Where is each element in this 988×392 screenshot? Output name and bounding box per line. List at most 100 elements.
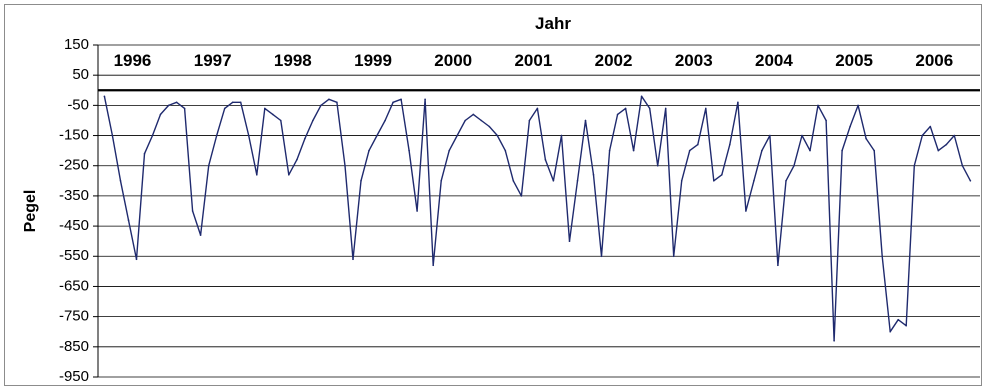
- y-tick-label: -850: [59, 338, 89, 355]
- x-year-label: 2006: [915, 51, 953, 70]
- data-point: [753, 180, 755, 182]
- y-tick-label: -550: [59, 247, 89, 264]
- data-point: [504, 149, 507, 152]
- data-point: [817, 104, 819, 107]
- data-point: [921, 134, 924, 137]
- data-point: [793, 164, 795, 167]
- data-point: [480, 119, 483, 122]
- data-point: [680, 180, 683, 182]
- data-point: [440, 180, 443, 182]
- data-point: [223, 107, 226, 110]
- data-point: [183, 107, 186, 110]
- data-point: [849, 125, 851, 128]
- y-tick-label: -350: [59, 187, 89, 204]
- data-point: [721, 174, 723, 176]
- x-year-label: 2004: [755, 51, 793, 70]
- data-point: [312, 119, 314, 122]
- y-tick-label: -650: [59, 277, 89, 294]
- data-point: [408, 149, 410, 152]
- data-point: [151, 134, 154, 137]
- x-year-label: 1999: [354, 51, 392, 70]
- x-year-label: 2001: [514, 51, 552, 70]
- data-point: [568, 240, 571, 242]
- data-point: [745, 210, 747, 212]
- data-point: [376, 134, 378, 137]
- data-point: [103, 95, 106, 98]
- chart-frame: Jahr Pegel 150 50 -50 -150 -250 -350 -450 -550 -65…: [4, 4, 982, 386]
- series-line-pegel: [103, 95, 972, 342]
- data-point: [448, 149, 451, 152]
- x-year-label: 1996: [114, 51, 152, 70]
- data-point: [304, 137, 306, 140]
- data-point: [320, 104, 322, 107]
- data-point: [159, 113, 162, 116]
- data-point: [809, 149, 811, 152]
- data-point: [833, 340, 835, 342]
- data-point: [111, 134, 114, 137]
- data-point: [472, 113, 475, 116]
- y-axis-label: Pegel: [22, 190, 39, 233]
- data-point: [608, 149, 611, 152]
- y-tick-label: -950: [59, 368, 89, 385]
- data-point: [191, 210, 194, 212]
- y-tick-label: 50: [72, 66, 89, 83]
- data-point: [368, 149, 370, 152]
- data-point: [231, 101, 234, 104]
- data-point: [247, 134, 250, 137]
- data-point: [127, 219, 130, 221]
- data-point: [336, 101, 338, 104]
- data-point: [584, 119, 587, 122]
- data-point: [384, 119, 386, 122]
- data-point: [624, 107, 627, 110]
- data-point: [520, 195, 523, 197]
- data-point: [761, 149, 763, 152]
- data-point: [648, 107, 651, 110]
- data-point: [688, 149, 691, 152]
- data-point: [961, 164, 964, 167]
- y-tick-label: 150: [64, 36, 89, 53]
- data-point: [737, 101, 739, 104]
- data-point: [135, 258, 138, 261]
- x-year-label: 2002: [595, 51, 633, 70]
- data-point: [199, 234, 202, 236]
- data-point: [536, 107, 539, 110]
- data-point: [272, 113, 274, 116]
- data-point: [713, 180, 715, 182]
- data-point: [528, 119, 531, 122]
- data-point: [175, 101, 178, 104]
- data-point: [576, 180, 579, 182]
- data-point: [873, 149, 875, 152]
- data-point: [656, 164, 659, 167]
- data-point: [256, 174, 258, 176]
- data-point: [512, 180, 515, 182]
- x-year-label: 2000: [434, 51, 472, 70]
- data-point: [913, 164, 916, 167]
- data-point: [296, 158, 298, 161]
- data-point: [865, 137, 867, 140]
- data-point: [392, 101, 394, 104]
- data-point: [328, 98, 330, 101]
- data-point: [456, 134, 459, 137]
- data-point: [897, 318, 899, 321]
- data-point: [264, 107, 266, 110]
- data-point: [360, 180, 362, 182]
- data-point: [143, 152, 146, 155]
- data-point: [777, 264, 779, 267]
- data-point: [280, 119, 282, 122]
- data-point: [937, 149, 940, 152]
- data-point: [729, 143, 731, 146]
- data-point: [560, 134, 563, 137]
- data-point: [664, 107, 667, 110]
- y-tick-label: -250: [59, 157, 89, 174]
- data-point: [400, 98, 402, 101]
- data-point: [672, 255, 675, 258]
- data-point: [769, 134, 771, 137]
- data-point: [697, 143, 699, 146]
- data-point: [544, 158, 547, 161]
- data-point: [841, 149, 843, 152]
- data-point: [969, 180, 972, 182]
- x-year-label: 2005: [835, 51, 873, 70]
- data-point: [344, 164, 346, 167]
- data-point: [552, 180, 555, 182]
- chart-svg: Jahr Pegel 150 50 -50 -150 -250 -350 -450 -550 -65…: [22, 14, 980, 385]
